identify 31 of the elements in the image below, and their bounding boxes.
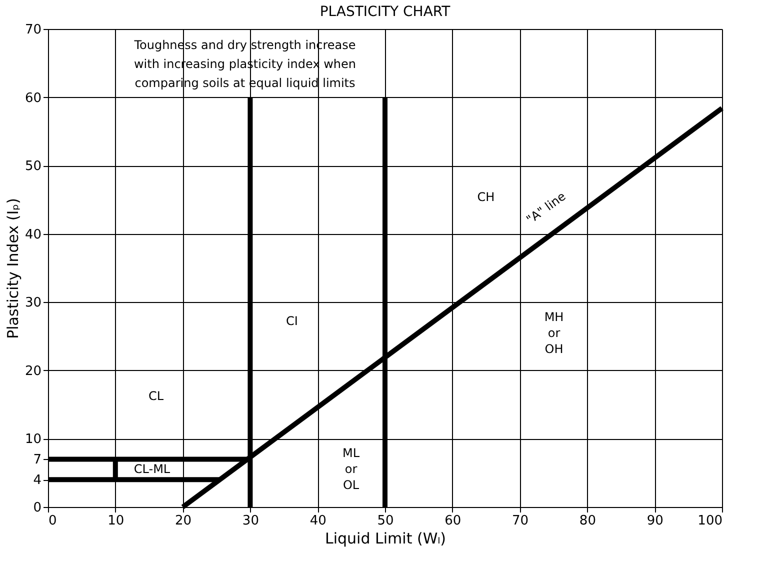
annotation: CI	[286, 314, 298, 328]
annotation: "A" line	[524, 189, 568, 227]
annotation: CL-ML	[134, 462, 170, 476]
y-tick-label: 50	[24, 159, 42, 174]
x-tick-label: 40	[310, 514, 326, 528]
x-tick-label: 0	[48, 514, 57, 528]
x-axis-title: Liquid Limit (Wₗ)	[325, 530, 446, 548]
y-tick-label: 30	[24, 296, 42, 311]
x-tick-label: 70	[512, 514, 529, 528]
y-tick-label: 60	[24, 90, 42, 106]
x-tick-label: 10	[108, 514, 124, 528]
annotation: MH or OH	[544, 310, 564, 356]
y-tick-label: 20	[24, 364, 42, 379]
y-tick-label: 70	[24, 22, 42, 38]
y-tick-label: 10	[24, 432, 42, 448]
annotation: ML or OL	[342, 446, 360, 492]
x-tick-label: 50	[377, 514, 394, 528]
x-tick-label: 30	[242, 514, 259, 528]
y-axis-title: Plasticity Index (Iₚ)	[4, 198, 22, 339]
annotation: CH	[477, 190, 495, 204]
x-tick-label: 90	[646, 514, 664, 528]
annotation: CL	[148, 389, 164, 403]
x-tick-label: 60	[444, 514, 462, 528]
y-tick-label: 40	[24, 227, 42, 242]
x-tick-label: 100	[698, 514, 722, 528]
x-tick-label: 20	[175, 514, 192, 528]
chart-title: PLASTICITY CHART	[320, 4, 451, 20]
y-tick-label: 7	[33, 452, 42, 468]
x-tick-label: 80	[579, 514, 596, 528]
y-tick-label: 4	[33, 473, 42, 488]
y-tick-label: 0	[33, 500, 42, 516]
